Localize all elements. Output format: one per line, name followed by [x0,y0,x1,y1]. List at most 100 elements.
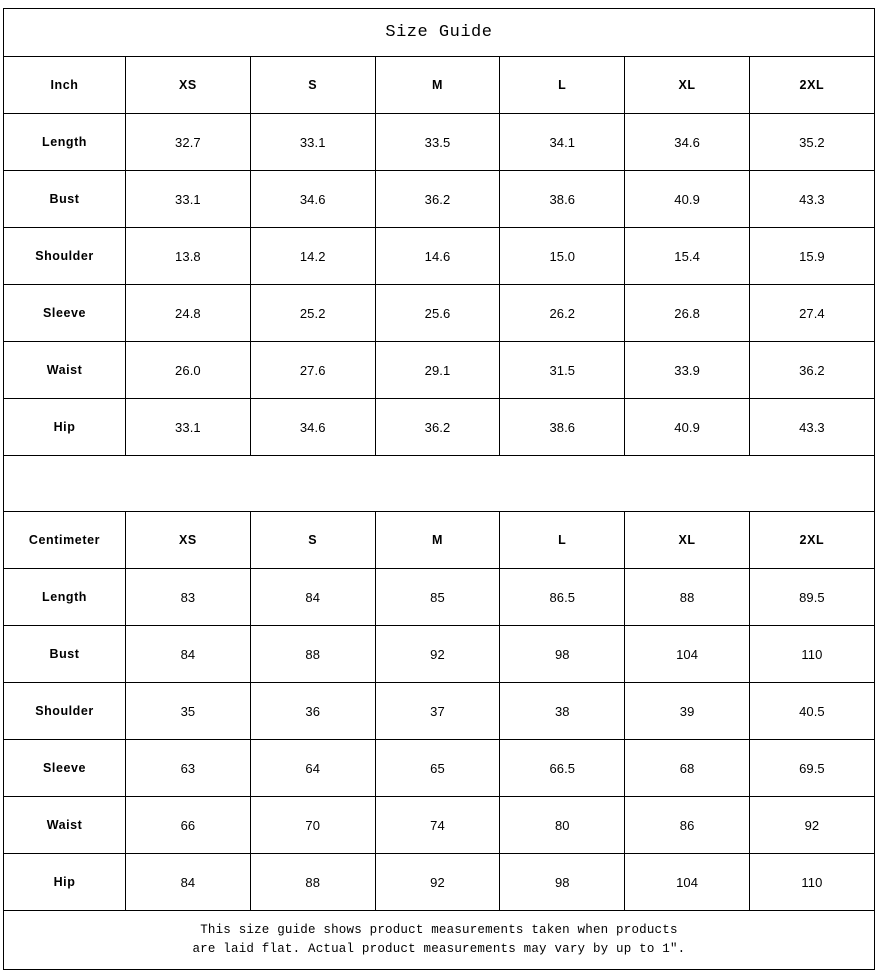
table-row: Shoulder 35 36 37 38 39 40.5 [3,682,875,740]
cell-cm-hip-m: 92 [374,853,501,911]
cell-cm-waist-m: 74 [374,796,501,854]
cell-inch-length-xl: 34.6 [624,113,750,171]
table-row: Hip 33.1 34.6 36.2 38.6 40.9 43.3 [3,398,875,456]
title-row: Size Guide [3,8,875,57]
row-label-cm-hip: Hip [3,853,126,911]
cell-inch-length-l: 34.1 [499,113,626,171]
column-header-s: S [249,56,376,114]
cell-inch-sleeve-m: 25.6 [374,284,501,342]
cell-cm-waist-xs: 66 [125,796,251,854]
cell-inch-waist-xl: 33.9 [624,341,750,399]
inch-header-row: Inch XS S M L XL 2XL [3,56,875,114]
cell-inch-bust-m: 36.2 [374,170,501,228]
table-row: Bust 84 88 92 98 104 110 [3,625,875,683]
cell-inch-sleeve-xl: 26.8 [624,284,750,342]
cell-cm-shoulder-xs: 35 [125,682,251,740]
cell-inch-bust-xl: 40.9 [624,170,750,228]
column-header-cm-xs: XS [125,511,251,569]
cell-inch-shoulder-xl: 15.4 [624,227,750,285]
row-label-cm-bust: Bust [3,625,126,683]
cell-cm-bust-l: 98 [499,625,626,683]
table-row: Length 32.7 33.1 33.5 34.1 34.6 35.2 [3,113,875,171]
cell-inch-shoulder-m: 14.6 [374,227,501,285]
cell-inch-waist-s: 27.6 [249,341,376,399]
cell-cm-length-s: 84 [249,568,376,626]
cell-inch-waist-2xl: 36.2 [748,341,875,399]
table-row: Sleeve 63 64 65 66.5 68 69.5 [3,739,875,797]
cell-cm-length-xl: 88 [624,568,750,626]
cell-inch-hip-l: 38.6 [499,398,626,456]
cell-cm-sleeve-xl: 68 [624,739,750,797]
cell-inch-bust-xs: 33.1 [125,170,251,228]
cell-cm-sleeve-l: 66.5 [499,739,626,797]
cell-inch-sleeve-l: 26.2 [499,284,626,342]
cell-inch-waist-l: 31.5 [499,341,626,399]
column-header-cm-s: S [249,511,376,569]
cell-cm-sleeve-2xl: 69.5 [748,739,875,797]
cell-cm-sleeve-s: 64 [249,739,376,797]
cell-cm-shoulder-m: 37 [374,682,501,740]
row-label-shoulder: Shoulder [3,227,126,285]
row-label-hip: Hip [3,398,126,456]
cell-cm-bust-xs: 84 [125,625,251,683]
cell-inch-length-m: 33.5 [374,113,501,171]
cell-cm-shoulder-l: 38 [499,682,626,740]
cell-cm-shoulder-2xl: 40.5 [748,682,875,740]
cell-inch-hip-m: 36.2 [374,398,501,456]
row-label-waist: Waist [3,341,126,399]
table-row: Length 83 84 85 86.5 88 89.5 [3,568,875,626]
cell-cm-sleeve-xs: 63 [125,739,251,797]
cell-cm-hip-xl: 104 [624,853,750,911]
cell-inch-sleeve-xs: 24.8 [125,284,251,342]
cell-inch-sleeve-s: 25.2 [249,284,376,342]
cell-inch-hip-xl: 40.9 [624,398,750,456]
column-header-m: M [374,56,501,114]
row-label-cm-length: Length [3,568,126,626]
cell-cm-shoulder-xl: 39 [624,682,750,740]
table-row: Hip 84 88 92 98 104 110 [3,853,875,911]
cell-inch-shoulder-2xl: 15.9 [748,227,875,285]
cell-cm-shoulder-s: 36 [249,682,376,740]
table-row: Shoulder 13.8 14.2 14.6 15.0 15.4 15.9 [3,227,875,285]
cell-inch-bust-l: 38.6 [499,170,626,228]
column-header-cm-l: L [499,511,626,569]
cell-cm-bust-2xl: 110 [748,625,875,683]
table-row: Sleeve 24.8 25.2 25.6 26.2 26.8 27.4 [3,284,875,342]
cell-cm-hip-2xl: 110 [748,853,875,911]
cell-cm-length-m: 85 [374,568,501,626]
cell-inch-shoulder-xs: 13.8 [125,227,251,285]
cell-inch-shoulder-l: 15.0 [499,227,626,285]
cell-inch-length-xs: 32.7 [125,113,251,171]
table-row: Waist 26.0 27.6 29.1 31.5 33.9 36.2 [3,341,875,399]
cell-cm-waist-xl: 86 [624,796,750,854]
note-line-2: are laid flat. Actual product measuremen… [192,942,686,956]
size-guide-table: Size Guide Inch XS S M L XL 2XL Length 3… [3,8,875,970]
cell-inch-shoulder-s: 14.2 [249,227,376,285]
cell-cm-waist-l: 80 [499,796,626,854]
cell-cm-hip-l: 98 [499,853,626,911]
table-spacer [3,455,875,512]
cell-inch-hip-2xl: 43.3 [748,398,875,456]
cell-cm-hip-xs: 84 [125,853,251,911]
cell-inch-waist-m: 29.1 [374,341,501,399]
row-label-bust: Bust [3,170,126,228]
unit-label-inch: Inch [3,56,126,114]
row-label-length: Length [3,113,126,171]
table-row: Waist 66 70 74 80 86 92 [3,796,875,854]
cell-cm-sleeve-m: 65 [374,739,501,797]
cell-cm-length-l: 86.5 [499,568,626,626]
cell-cm-length-2xl: 89.5 [748,568,875,626]
cell-cm-length-xs: 83 [125,568,251,626]
column-header-xl: XL [624,56,750,114]
column-header-cm-xl: XL [624,511,750,569]
column-header-xs: XS [125,56,251,114]
cell-inch-bust-2xl: 43.3 [748,170,875,228]
cell-inch-sleeve-2xl: 27.4 [748,284,875,342]
row-label-cm-waist: Waist [3,796,126,854]
cell-cm-bust-s: 88 [249,625,376,683]
table-spacer-row [3,455,875,512]
table-row: Bust 33.1 34.6 36.2 38.6 40.9 43.3 [3,170,875,228]
unit-label-centimeter: Centimeter [3,511,126,569]
centimeter-header-row: Centimeter XS S M L XL 2XL [3,511,875,569]
cell-inch-bust-s: 34.6 [249,170,376,228]
